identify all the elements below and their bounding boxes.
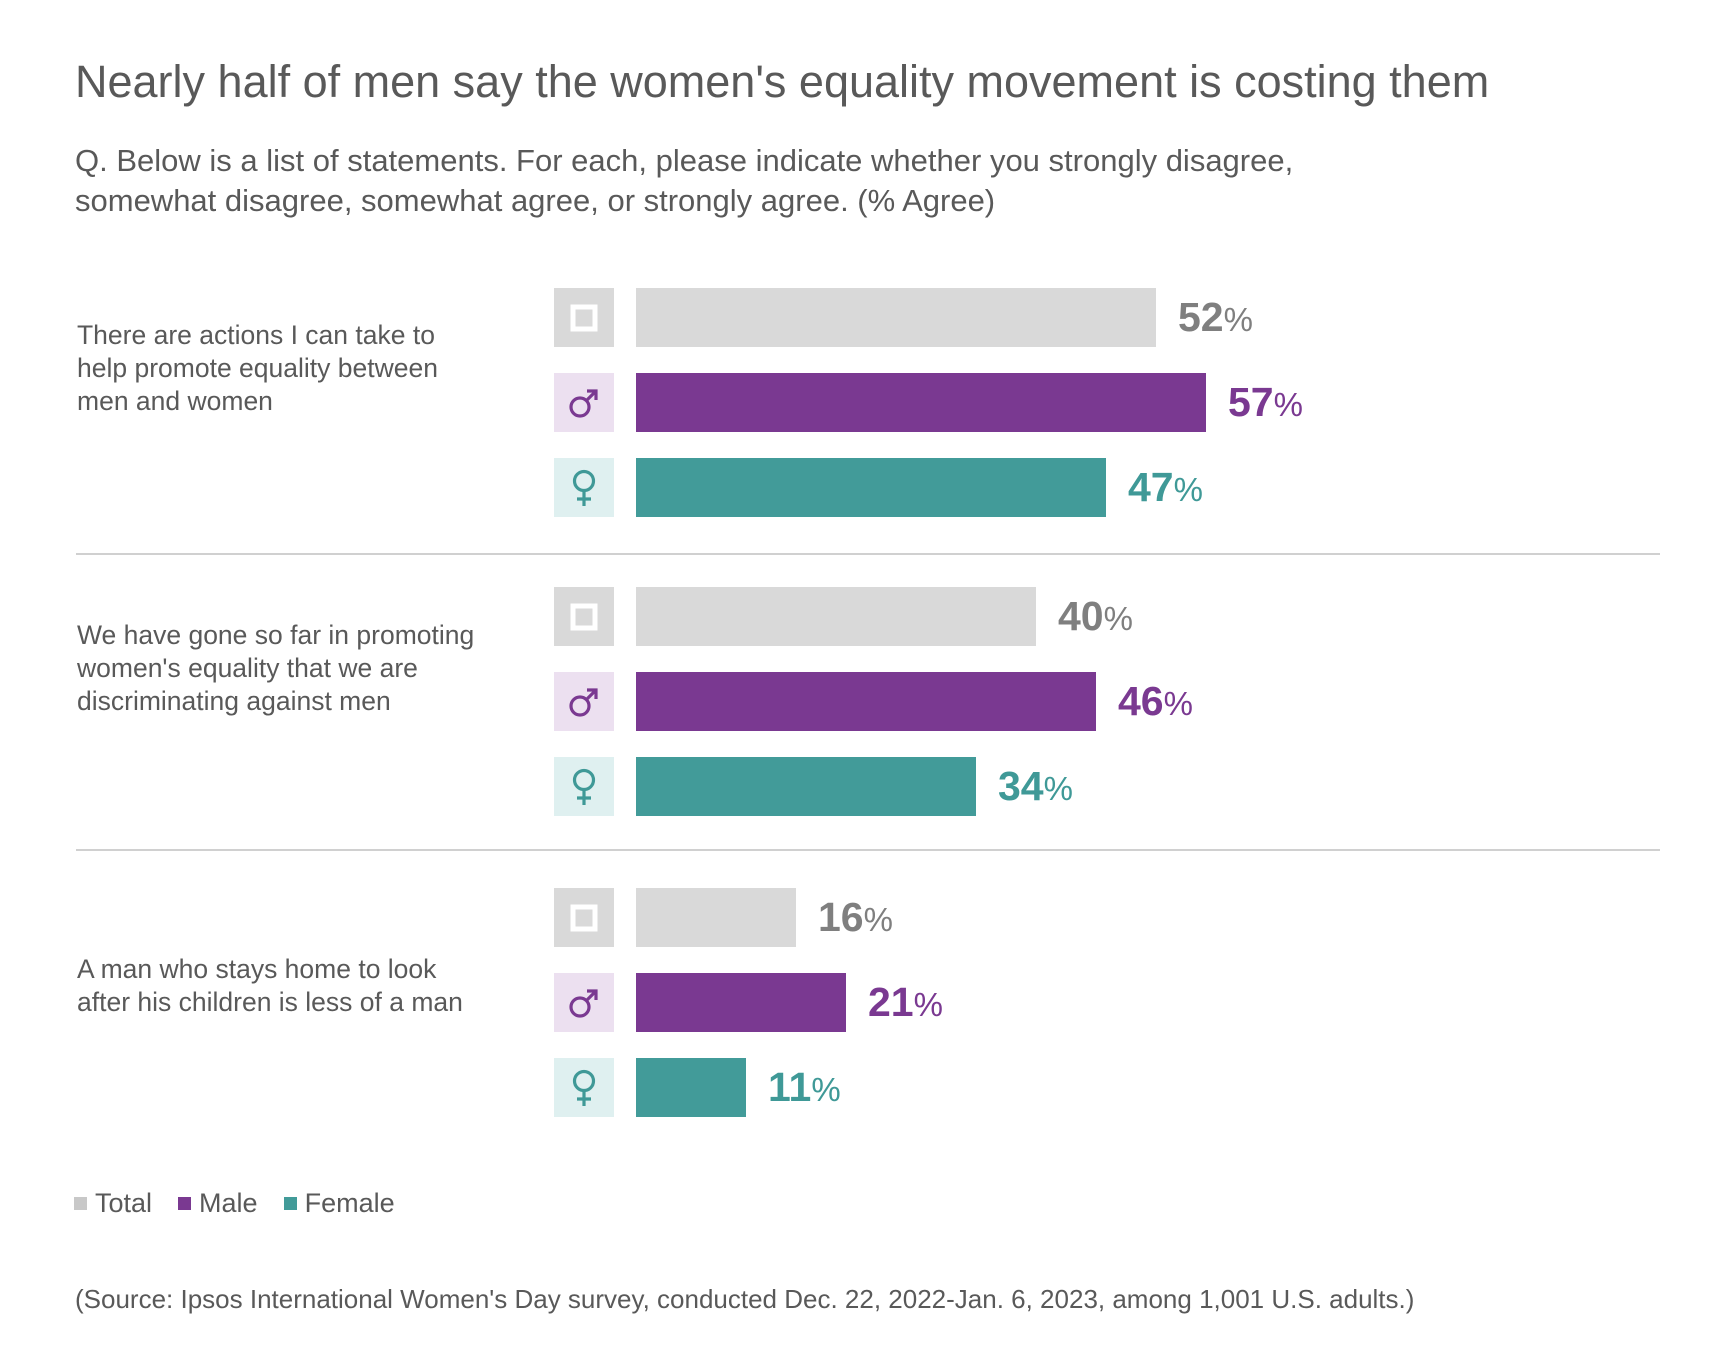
female-symbol-icon [554, 1058, 614, 1117]
category-label-line: help promote equality between [77, 352, 438, 383]
bar-total [636, 888, 796, 947]
data-label-suffix: % [1163, 685, 1193, 722]
chart-subtitle: Q. Below is a list of statements. For ea… [75, 141, 1575, 221]
data-label-value: 57 [1228, 379, 1274, 425]
category-label-line: A man who stays home to look [77, 954, 437, 984]
source-note: (Source: Ipsos International Women's Day… [75, 1284, 1415, 1314]
chart-title: Nearly half of men say the women's equal… [75, 56, 1490, 107]
data-label: 52% [1178, 288, 1253, 349]
data-label-value: 16 [818, 894, 864, 940]
data-label: 46% [1118, 672, 1193, 733]
male-symbol-icon [554, 973, 614, 1032]
data-label-value: 46 [1118, 678, 1164, 724]
data-label: 40% [1058, 587, 1133, 648]
category-label-line: There are actions I can take to [77, 319, 435, 350]
category-label-line: discriminating against men [77, 685, 391, 716]
data-label-value: 47 [1128, 464, 1174, 510]
data-label-suffix: % [863, 901, 893, 938]
bar-total [636, 587, 1036, 646]
subtitle-line: somewhat disagree, somewhat agree, or st… [75, 183, 996, 218]
category-label: We have gone so far in promoting women's … [77, 619, 517, 718]
male-symbol-icon [554, 672, 614, 731]
category-label-line: We have gone so far in promoting [77, 619, 475, 650]
data-label: 47% [1128, 458, 1203, 519]
legend-item-male: Male [178, 1188, 258, 1219]
data-label-value: 11 [768, 1064, 812, 1110]
data-label-suffix: % [1103, 600, 1133, 637]
legend-label: Total [95, 1188, 153, 1218]
data-label: 16% [818, 888, 893, 949]
bar-male [636, 672, 1096, 731]
data-label-suffix: % [1043, 770, 1073, 807]
legend-swatch [74, 1197, 87, 1210]
category-label: There are actions I can take to help prom… [77, 319, 517, 418]
square-icon [554, 888, 614, 947]
data-label: 34% [998, 757, 1073, 818]
legend-item-female: Female [283, 1188, 395, 1219]
legend: Total Male Female [74, 1188, 395, 1219]
category-label: A man who stays home to look after his ch… [77, 953, 517, 1019]
legend-swatch [283, 1197, 297, 1210]
female-symbol-icon [554, 757, 614, 816]
legend-label: Male [199, 1188, 258, 1218]
category-label-line: women's equality that we are [77, 652, 418, 683]
male-symbol-icon [554, 373, 614, 432]
bar-male [636, 373, 1206, 432]
data-label-value: 40 [1058, 593, 1104, 639]
subtitle-line: Q. Below is a list of statements. For ea… [75, 143, 1294, 178]
category-label-line: men and women [77, 385, 273, 416]
data-label-value: 34 [998, 763, 1044, 809]
bar-total [636, 288, 1156, 347]
data-label: 21% [868, 973, 943, 1034]
female-symbol-icon [554, 458, 614, 517]
data-label-suffix: % [913, 986, 943, 1023]
data-label-value: 52 [1178, 294, 1224, 340]
legend-item-total: Total [74, 1188, 152, 1219]
bar-female [636, 757, 976, 816]
data-label-suffix: % [1173, 471, 1203, 508]
data-label: 57% [1228, 373, 1303, 434]
data-label-value: 21 [868, 979, 914, 1025]
group-divider [76, 849, 1660, 851]
bar-female [636, 458, 1106, 517]
square-icon [554, 288, 614, 347]
legend-label: Female [304, 1188, 395, 1218]
legend-swatch [178, 1197, 192, 1210]
data-label: 11% [768, 1058, 841, 1119]
data-label-suffix: % [1273, 386, 1303, 423]
data-label-suffix: % [1223, 301, 1253, 338]
bar-male [636, 973, 846, 1032]
category-label-line: after his children is less of a man [77, 987, 463, 1017]
bar-female [636, 1058, 746, 1117]
data-label-suffix: % [811, 1071, 841, 1108]
square-icon [554, 587, 614, 646]
group-divider [76, 553, 1660, 555]
